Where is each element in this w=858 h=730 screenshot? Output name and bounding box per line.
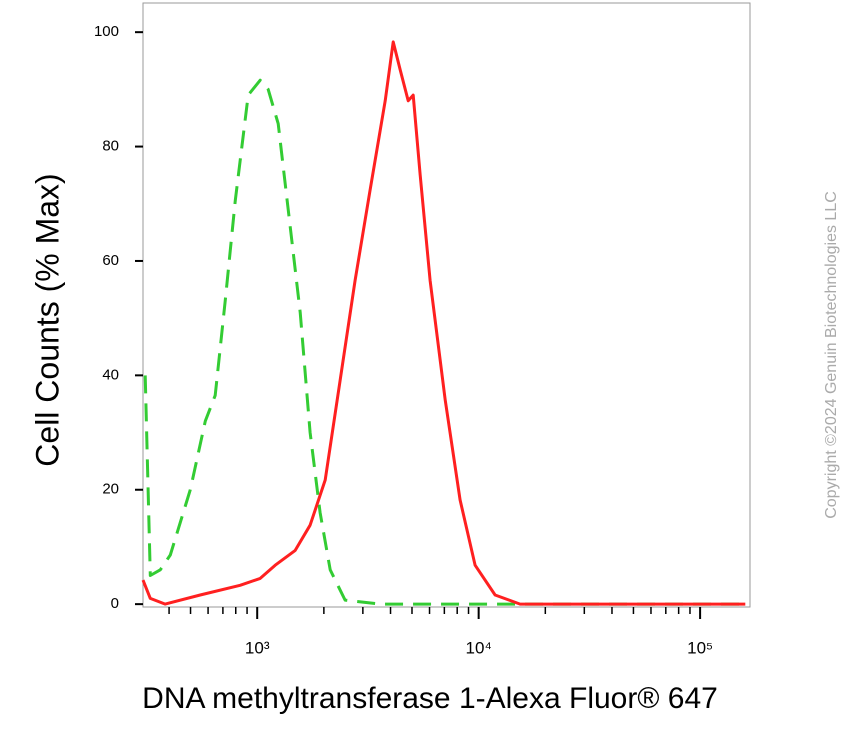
y-axis-label: Cell Counts (% Max) (29, 173, 65, 466)
x-axis-label: DNA methyltransferase 1-Alexa Fluor® 647 (142, 682, 718, 715)
x-tick-label: 10⁵ (687, 638, 713, 657)
y-tick-label: 20 (102, 481, 119, 498)
histogram-line (143, 78, 746, 606)
x-tick-label: 10⁴ (466, 638, 492, 657)
x-tick-label: 10³ (245, 638, 270, 657)
y-tick-label: 40 (102, 366, 119, 383)
y-tick-label: 60 (102, 252, 119, 269)
plot-frame (142, 2, 751, 608)
y-tick-label: 0 (111, 595, 119, 612)
y-tick-label: 80 (102, 138, 119, 155)
watermark: Copyright ©2024 Genuin Biotechnologies L… (823, 191, 840, 519)
y-tick-label: 100 (94, 23, 119, 40)
histogram-line (141, 40, 746, 606)
